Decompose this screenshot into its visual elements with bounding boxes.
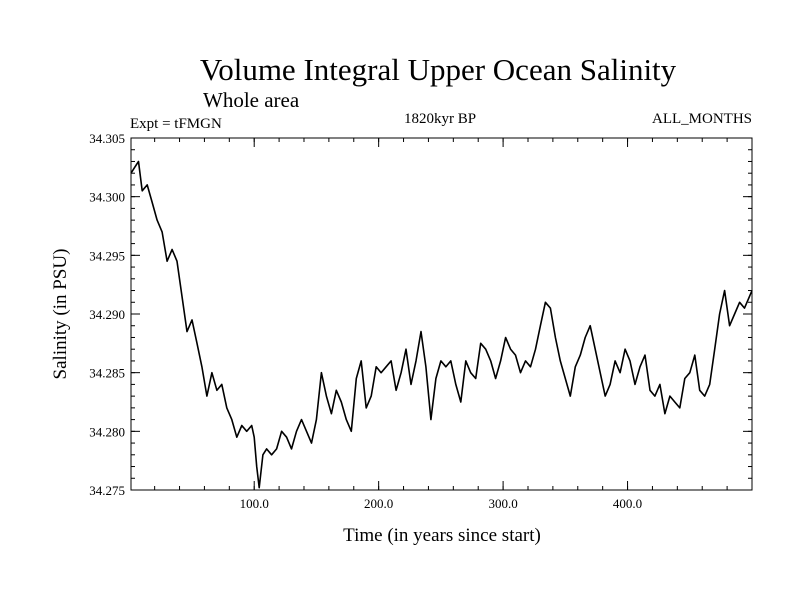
y-tick-label: 34.285 — [89, 366, 125, 381]
salinity-series-line — [130, 160, 753, 489]
y-axis-label: Salinity (in PSU) — [50, 249, 71, 380]
y-axis-ticks: 34.275 34.280 34.285 34.290 34.295 34.300 34.3… — [89, 131, 752, 498]
x-tick-label: 200.0 — [364, 496, 393, 511]
y-tick-label: 34.305 — [89, 131, 125, 146]
plot-frame — [130, 137, 753, 491]
x-axis-ticks: 100.0 200.0 300.0 400.0 — [154, 138, 728, 511]
x-axis-label: Time (in years since start) — [343, 525, 541, 546]
y-tick-label: 34.290 — [89, 307, 125, 322]
y-tick-label: 34.295 — [89, 248, 125, 263]
x-tick-label: 400.0 — [613, 496, 642, 511]
x-tick-label: 100.0 — [240, 496, 269, 511]
months-label: ALL_MONTHS — [652, 111, 752, 127]
x-tick-label: 300.0 — [488, 496, 517, 511]
period-label: 1820kyr BP — [404, 111, 476, 127]
y-tick-label: 34.275 — [89, 483, 125, 498]
chart-subtitle: Whole area — [203, 88, 300, 112]
chart-title: Volume Integral Upper Ocean Salinity — [200, 52, 677, 87]
y-tick-label: 34.300 — [89, 190, 125, 205]
expt-label: Expt = tFMGN — [130, 116, 222, 132]
y-tick-label: 34.280 — [89, 424, 125, 439]
